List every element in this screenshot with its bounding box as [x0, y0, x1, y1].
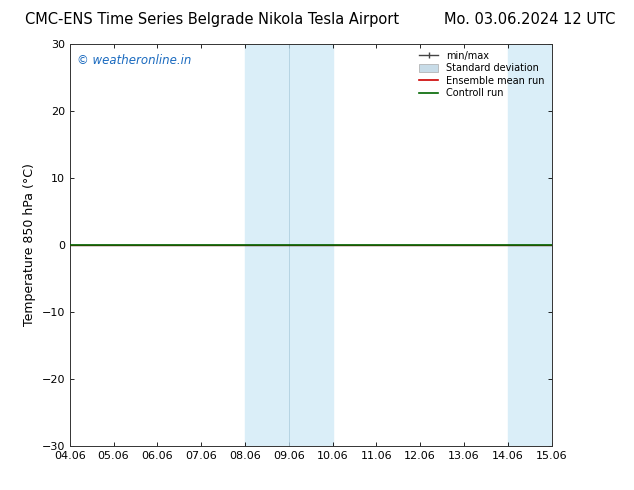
Y-axis label: Temperature 850 hPa (°C): Temperature 850 hPa (°C)	[23, 164, 36, 326]
Text: Mo. 03.06.2024 12 UTC: Mo. 03.06.2024 12 UTC	[444, 12, 615, 27]
Text: CMC-ENS Time Series Belgrade Nikola Tesla Airport: CMC-ENS Time Series Belgrade Nikola Tesl…	[25, 12, 399, 27]
Bar	[245, 44, 288, 446]
Legend: min/max, Standard deviation, Ensemble mean run, Controll run: min/max, Standard deviation, Ensemble me…	[417, 49, 547, 100]
Bar	[288, 44, 333, 446]
Bar	[552, 44, 595, 446]
Text: © weatheronline.in: © weatheronline.in	[77, 54, 191, 67]
Bar	[508, 44, 552, 446]
